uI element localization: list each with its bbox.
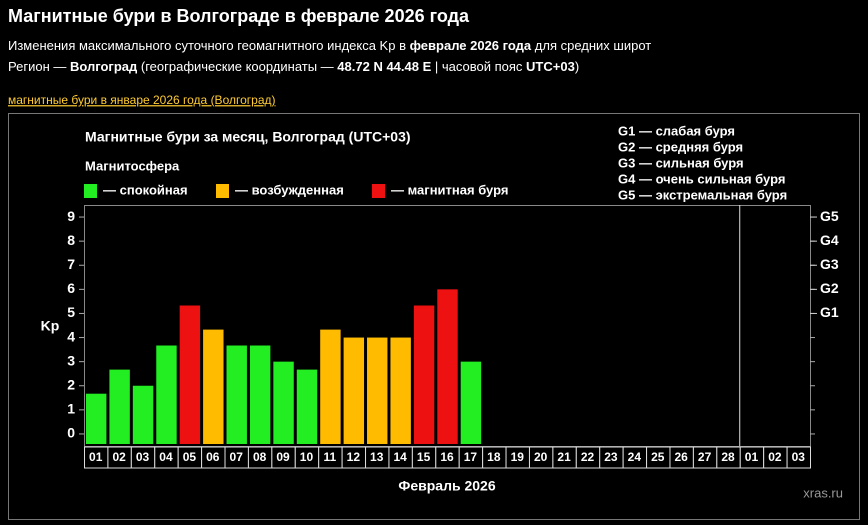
y-tick-label: 6 bbox=[67, 280, 75, 296]
x-tick-label: 01 bbox=[89, 450, 103, 464]
x-tick-label: 03 bbox=[136, 450, 150, 464]
x-tick-label: 28 bbox=[721, 450, 735, 464]
x-tick-label: 27 bbox=[698, 450, 712, 464]
x-tick-label: 10 bbox=[300, 450, 314, 464]
legend-swatch bbox=[84, 184, 97, 198]
x-tick-label: 08 bbox=[253, 450, 267, 464]
bar bbox=[437, 289, 458, 444]
chart-frame bbox=[8, 113, 860, 520]
x-tick-label: 21 bbox=[557, 450, 571, 464]
x-tick-label: 23 bbox=[604, 450, 618, 464]
bar bbox=[156, 345, 177, 444]
storm-legend: G4 — очень сильная буря bbox=[618, 171, 785, 186]
text-part: ) bbox=[575, 59, 579, 74]
x-tick-label: 18 bbox=[487, 450, 501, 464]
y2-tick-label: G4 bbox=[820, 232, 839, 248]
x-tick-label: 14 bbox=[393, 450, 407, 464]
text-part: Изменения максимального суточного геомаг… bbox=[8, 38, 410, 53]
y-tick-label: 0 bbox=[67, 425, 75, 441]
y-tick-label: 9 bbox=[67, 208, 75, 224]
bar bbox=[460, 361, 482, 444]
x-tick-label: 05 bbox=[183, 450, 197, 464]
text-part: Волгоград bbox=[70, 59, 138, 74]
x-tick-label: 26 bbox=[675, 450, 689, 464]
bar bbox=[413, 305, 435, 444]
x-tick-label: 16 bbox=[440, 450, 454, 464]
text-part: 48.72 N 44.48 E bbox=[337, 59, 431, 74]
y-axis-label: Kp bbox=[41, 318, 60, 334]
x-tick-label: 22 bbox=[581, 450, 595, 464]
x-tick-label: 01 bbox=[745, 450, 759, 464]
legend-swatch bbox=[372, 184, 385, 198]
x-tick-label: 20 bbox=[534, 450, 548, 464]
x-tick-label: 11 bbox=[324, 450, 337, 464]
x-tick-label: 12 bbox=[347, 450, 361, 464]
y-tick-label: 3 bbox=[67, 352, 75, 368]
x-tick-label: 02 bbox=[768, 450, 782, 464]
x-tick-label: 06 bbox=[206, 450, 220, 464]
x-tick-label: 07 bbox=[230, 450, 244, 464]
bar bbox=[320, 329, 341, 444]
y-tick-label: 7 bbox=[67, 256, 75, 272]
storm-legend: G3 — сильная буря bbox=[618, 155, 744, 170]
text-part: феврале 2026 года bbox=[410, 38, 532, 53]
subtitle: Изменения максимального суточного геомаг… bbox=[8, 38, 651, 53]
bar bbox=[343, 337, 365, 444]
y-tick-label: 2 bbox=[67, 376, 75, 392]
y2-tick-label: G1 bbox=[820, 304, 839, 320]
text-part: Регион — bbox=[8, 59, 70, 74]
bar bbox=[273, 361, 294, 444]
text-part: | часовой пояс bbox=[431, 59, 526, 74]
prev-month-link[interactable]: магнитные бури в январе 2026 года (Волго… bbox=[8, 93, 276, 107]
legend-label: — спокойная bbox=[103, 182, 188, 197]
bar bbox=[390, 337, 411, 444]
bar bbox=[226, 345, 247, 444]
y2-tick-label: G3 bbox=[820, 256, 839, 272]
y-tick-label: 5 bbox=[67, 304, 75, 320]
legend-label: — возбужденная bbox=[235, 182, 344, 197]
bar bbox=[203, 329, 224, 444]
y-tick-label: 8 bbox=[67, 232, 75, 248]
y2-tick-label: G2 bbox=[820, 280, 839, 296]
y-tick-label: 4 bbox=[67, 328, 75, 344]
bar bbox=[132, 385, 154, 444]
text-part: UTC+03 bbox=[526, 59, 575, 74]
bar bbox=[109, 369, 130, 444]
x-tick-label: 19 bbox=[511, 450, 525, 464]
x-tick-label: 04 bbox=[159, 450, 173, 464]
x-tick-label: 15 bbox=[417, 450, 431, 464]
x-tick-label: 13 bbox=[370, 450, 384, 464]
bar bbox=[179, 305, 201, 444]
page-title: Магнитные бури в Волгограде в феврале 20… bbox=[8, 6, 470, 26]
x-tick-label: 03 bbox=[792, 450, 806, 464]
storm-legend: G1 — слабая буря bbox=[618, 123, 735, 138]
bar bbox=[367, 337, 388, 444]
watermark: xras.ru bbox=[803, 485, 843, 500]
bar bbox=[86, 393, 107, 444]
legend-label: — магнитная буря bbox=[391, 182, 508, 197]
text-part: для средних широт bbox=[531, 38, 651, 53]
y2-tick-label: G5 bbox=[820, 208, 839, 224]
x-tick-label: 02 bbox=[112, 450, 126, 464]
x-axis-label: Февраль 2026 bbox=[398, 478, 495, 494]
y-tick-label: 1 bbox=[67, 401, 75, 417]
x-cell bbox=[786, 446, 811, 469]
bar bbox=[249, 345, 271, 444]
region: Регион — Волгоград (географические коорд… bbox=[8, 59, 579, 74]
x-tick-label: 24 bbox=[628, 450, 642, 464]
x-tick-label: 25 bbox=[651, 450, 665, 464]
chart-title: Магнитные бури за месяц, Волгоград (UTC+… bbox=[85, 129, 411, 145]
bar bbox=[296, 369, 318, 444]
legend-swatch bbox=[216, 184, 229, 198]
x-tick-label: 09 bbox=[276, 450, 290, 464]
legend-title: Магнитосфера bbox=[85, 158, 180, 173]
storm-legend: G2 — средняя буря bbox=[618, 139, 743, 154]
text-part: (географические координаты — bbox=[137, 59, 337, 74]
x-tick-label: 17 bbox=[464, 450, 478, 464]
storm-legend: G5 — экстремальная буря bbox=[618, 187, 787, 202]
